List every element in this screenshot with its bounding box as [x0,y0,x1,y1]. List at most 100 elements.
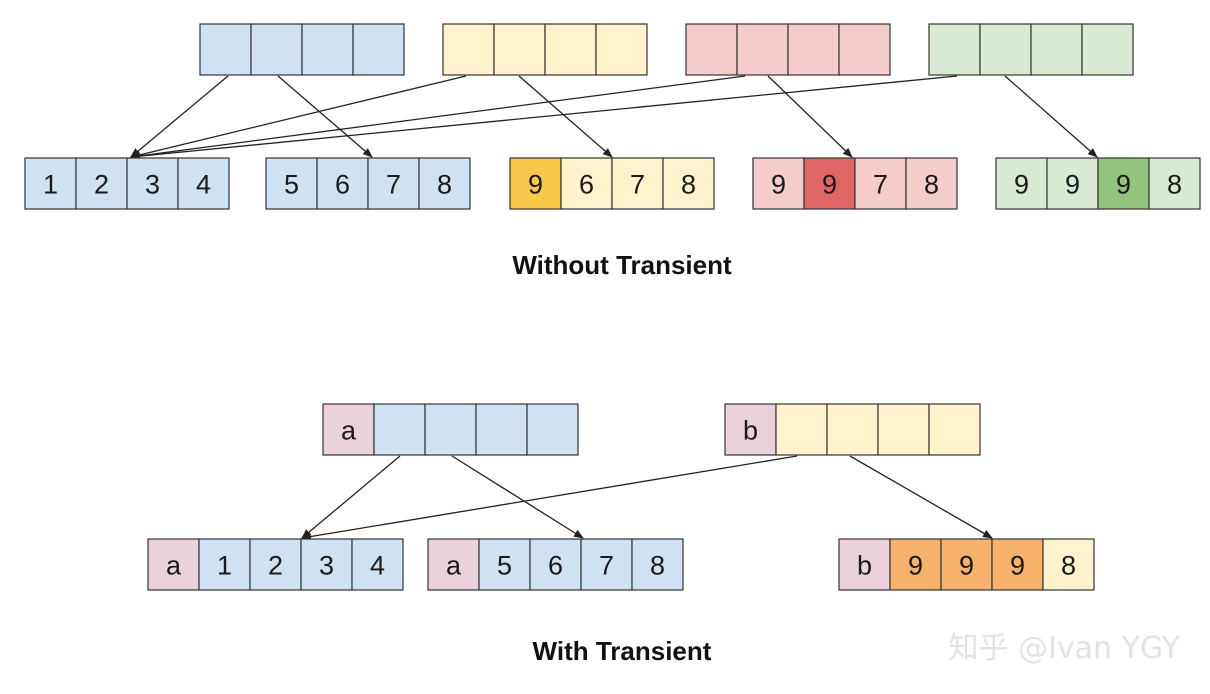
with-transient-nodes: a b a 1 2 3 4 a 5 6 7 8 b 9 9 9 8 [147,403,1095,591]
caption-with-transient: With Transient [533,636,712,666]
transient-leaf-a-5-6-7-8: a 5 6 7 8 [427,538,684,591]
cell-value: 7 [386,170,401,200]
node-cell [509,157,562,210]
node-cell [529,538,582,591]
cell-value: 2 [268,551,283,581]
transient-leaf-a-1-2-3-4: a 1 2 3 4 [147,538,404,591]
node-cell [126,157,179,210]
node-cell [979,23,1032,76]
node-cell [352,23,405,76]
cell-value: 9 [1116,170,1131,200]
cell-value: 8 [650,551,665,581]
green-parent-node [928,23,1134,76]
cell-value: 6 [335,170,350,200]
cell-value: 9 [528,170,543,200]
cell-value: 8 [924,170,939,200]
node-cell [905,157,958,210]
with-transient-edges [301,455,993,541]
cell-value: 9 [908,551,923,581]
node-cell [351,538,404,591]
leaf-5-6-7-8: 5 6 7 8 [265,157,471,210]
node-cell [724,403,777,456]
cell-value: 9 [771,170,786,200]
cell-value: 9 [1014,170,1029,200]
node-cell [147,538,200,591]
node-cell [685,23,738,76]
node-cell [475,403,528,456]
node-cell [595,23,648,76]
edge-red-to-leaf-1 [130,75,746,160]
node-cell [803,157,856,210]
cell-value: 7 [599,551,614,581]
node-cell [580,538,633,591]
edge-b-to-transient-leaf-3 [849,455,993,539]
node-cell [316,157,369,210]
node-cell [940,538,993,591]
node-cell [322,403,375,456]
node-cell [838,538,891,591]
leaf-9-6-7-8: 9 6 7 8 [509,157,715,210]
node-cell [995,157,1048,210]
transient-leaf-b-9-9-9-8: b 9 9 9 8 [838,538,1095,591]
node-cell [300,538,353,591]
node-cell [442,23,495,76]
node-cell [493,23,546,76]
watermark-text: 知乎 @Ivan YGY [949,631,1181,666]
cell-value: 8 [681,170,696,200]
leaf-9-9-7-8: 9 9 7 8 [752,157,958,210]
edge-blue-to-leaf-2 [277,75,373,158]
cell-value: 8 [437,170,452,200]
node-cell [424,403,477,456]
cell-value: 4 [196,170,211,200]
node-cell [787,23,840,76]
cell-value: 7 [873,170,888,200]
cell-value: 4 [370,551,385,581]
node-cell [736,23,789,76]
node-cell [877,403,930,456]
red-parent-node [685,23,891,76]
cell-value: 6 [548,551,563,581]
leaf-9-9-9-8: 9 9 9 8 [995,157,1201,210]
node-cell [250,23,303,76]
cell-value: 2 [94,170,109,200]
node-cell [1081,23,1134,76]
node-cell [199,23,252,76]
node-cell [301,23,354,76]
cell-value: a [341,416,357,446]
cell-value: 5 [284,170,299,200]
leaf-1-2-3-4: 1 2 3 4 [24,157,230,210]
cell-value: 3 [145,170,160,200]
cell-value: 1 [217,551,232,581]
node-cell [991,538,1044,591]
without-transient-nodes: 1 2 3 4 5 6 7 8 9 6 7 8 9 9 7 8 9 9 9 8 [24,23,1201,210]
node-cell [1148,157,1201,210]
cell-value: 6 [579,170,594,200]
node-cell [1030,23,1083,76]
node-cell [526,403,579,456]
edge-a-to-transient-leaf-1 [301,455,401,539]
node-cell [854,157,907,210]
cell-value: 5 [497,551,512,581]
edge-b-to-transient-leaf-1 [301,455,798,541]
cell-value: 7 [630,170,645,200]
edge-a-to-transient-leaf-2 [451,455,584,539]
node-cell [560,157,613,210]
edge-blue-to-leaf-1 [130,75,229,158]
cell-value: a [446,551,462,581]
node-cell [928,403,981,456]
node-cell [611,157,664,210]
cell-value: 8 [1167,170,1182,200]
edge-green-to-leaf-5 [1004,75,1098,158]
cell-value: 8 [1061,551,1076,581]
node-cell [177,157,230,210]
cell-value: 9 [959,551,974,581]
cell-value: 3 [319,551,334,581]
node-cell [544,23,597,76]
node-cell [826,403,879,456]
cell-value: b [857,551,872,581]
edge-red-to-leaf-4 [767,75,853,158]
cell-value: b [743,416,758,446]
node-cell [631,538,684,591]
edge-yellow-to-leaf-3 [518,75,613,158]
